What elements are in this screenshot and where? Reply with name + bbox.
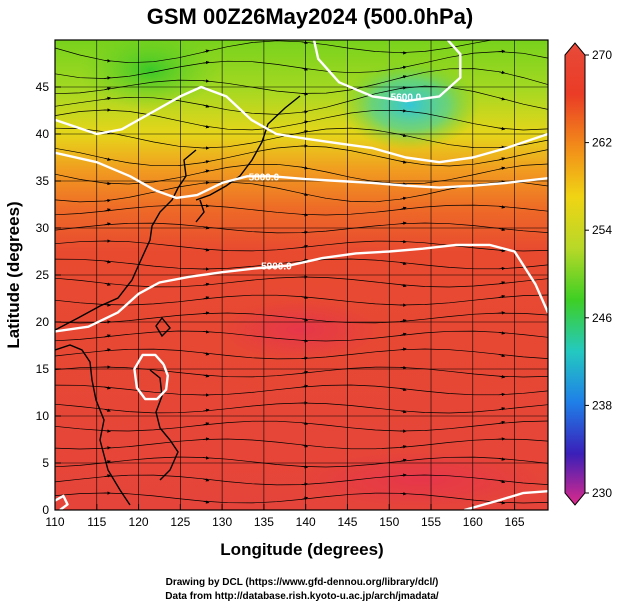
- credit-line-1: Drawing by DCL (https://www.gfd-dennou.o…: [166, 577, 439, 588]
- trough-shading: [80, 40, 220, 110]
- contour-label: 5900.0: [261, 262, 292, 273]
- coastline-kyushu: [195, 199, 205, 223]
- cold-core-shading: [340, 60, 480, 150]
- y-tick-label: 25: [36, 268, 50, 282]
- contour-line: [55, 243, 548, 333]
- x-tick-label: 145: [337, 515, 357, 529]
- streamline: [55, 492, 548, 504]
- plot-area: 5800.0 5900.0 5600.0: [55, 37, 548, 510]
- colorbar: 270 262 254 246 238 230: [564, 42, 612, 506]
- y-tick-label: 5: [42, 456, 49, 470]
- colorbar-tick-label: 246: [592, 311, 612, 325]
- contour-line: [55, 85, 548, 164]
- colorbar-tick-label: 270: [592, 48, 612, 62]
- coastlines: [55, 95, 301, 506]
- colorbar-tick-label: 254: [592, 223, 612, 237]
- coastline-taiwan: [155, 316, 171, 338]
- coastline-china: [55, 187, 179, 331]
- y-tick-label: 45: [36, 80, 50, 94]
- contour-line: [312, 40, 462, 103]
- coastline-indochina: [55, 344, 131, 506]
- colorbar-scale: [564, 42, 586, 506]
- streamline: [55, 85, 548, 115]
- x-tick-label: 165: [505, 515, 525, 529]
- streamline: [55, 222, 548, 234]
- streamline: [55, 163, 548, 185]
- streamline: [55, 40, 494, 64]
- contour-line: [464, 490, 548, 510]
- streamline: [55, 402, 548, 414]
- x-tick-label: 135: [254, 515, 274, 529]
- x-tick-label: 155: [421, 515, 441, 529]
- coastline-korea: [177, 149, 197, 189]
- streamline: [55, 68, 548, 95]
- streamline: [55, 145, 548, 167]
- streamline: [55, 438, 548, 450]
- height-contours: [55, 40, 548, 510]
- y-axis: 0 5 10 15 20 25 30 35 40 45: [36, 80, 61, 517]
- contour-labels: 5800.0 5900.0 5600.0: [249, 92, 422, 272]
- y-tick-label: 15: [36, 362, 50, 376]
- streamline: [55, 348, 548, 360]
- streamline: [55, 51, 548, 79]
- contour-line: [55, 151, 548, 200]
- x-tick-label: 140: [296, 515, 316, 529]
- contour-line: [133, 353, 170, 401]
- y-tick-label: 0: [42, 503, 49, 517]
- chart-title: GSM 00Z26May2024 (500.0hPa): [147, 4, 474, 29]
- x-tick-label: 160: [463, 515, 483, 529]
- streamline: [55, 240, 548, 252]
- colorbar-tick-label: 230: [592, 486, 612, 500]
- grid-lines: [55, 40, 548, 510]
- y-tick-label: 30: [36, 221, 50, 235]
- contour-line: [55, 494, 69, 510]
- streamlines: [55, 37, 548, 505]
- streamline: [55, 384, 548, 396]
- x-axis: 110 115 120 125 130 135 140 145 150 155 160 165: [45, 504, 525, 529]
- streamline: [55, 109, 548, 131]
- streamline: [55, 294, 548, 306]
- streamline: [55, 474, 548, 486]
- streamline-arrow: [499, 37, 505, 39]
- y-axis-label: Latitude (degrees): [4, 201, 23, 348]
- streamline: [55, 276, 548, 288]
- x-tick-label: 120: [129, 515, 149, 529]
- streamline: [55, 312, 548, 324]
- y-tick-label: 10: [36, 409, 50, 423]
- warm-pool-shading: [220, 300, 380, 360]
- streamline: [55, 456, 548, 468]
- y-tick-label: 20: [36, 315, 50, 329]
- streamline: [55, 127, 548, 149]
- streamline: [55, 330, 548, 342]
- streamline: [55, 366, 548, 378]
- x-tick-label: 115: [87, 515, 106, 529]
- streamline: [55, 420, 548, 432]
- streamline: [55, 204, 548, 216]
- y-tick-label: 35: [36, 174, 50, 188]
- x-tick-label: 150: [379, 515, 399, 529]
- contour-label: 5600.0: [391, 92, 422, 103]
- x-tick-label: 110: [45, 515, 64, 529]
- colorbar-tick-label: 238: [592, 398, 612, 412]
- x-axis-label: Longitude (degrees): [220, 540, 383, 559]
- streamline: [55, 258, 548, 270]
- credit-line-2: Data from http://database.rish.kyoto-u.a…: [165, 591, 439, 602]
- colorbar-tick-label: 262: [592, 136, 612, 150]
- x-tick-label: 125: [170, 515, 190, 529]
- x-tick-label: 130: [212, 515, 232, 529]
- coastline-philippines: [149, 369, 179, 481]
- coastline-japan: [195, 95, 301, 201]
- y-tick-label: 40: [36, 127, 50, 141]
- contour-label: 5800.0: [249, 172, 280, 183]
